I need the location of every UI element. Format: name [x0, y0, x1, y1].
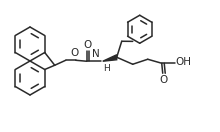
Text: O: O	[84, 40, 92, 50]
Polygon shape	[103, 55, 117, 61]
Text: N: N	[92, 49, 100, 59]
Text: O: O	[160, 75, 168, 85]
Text: H: H	[103, 64, 110, 73]
Text: OH: OH	[176, 57, 192, 67]
Text: O: O	[71, 48, 79, 58]
